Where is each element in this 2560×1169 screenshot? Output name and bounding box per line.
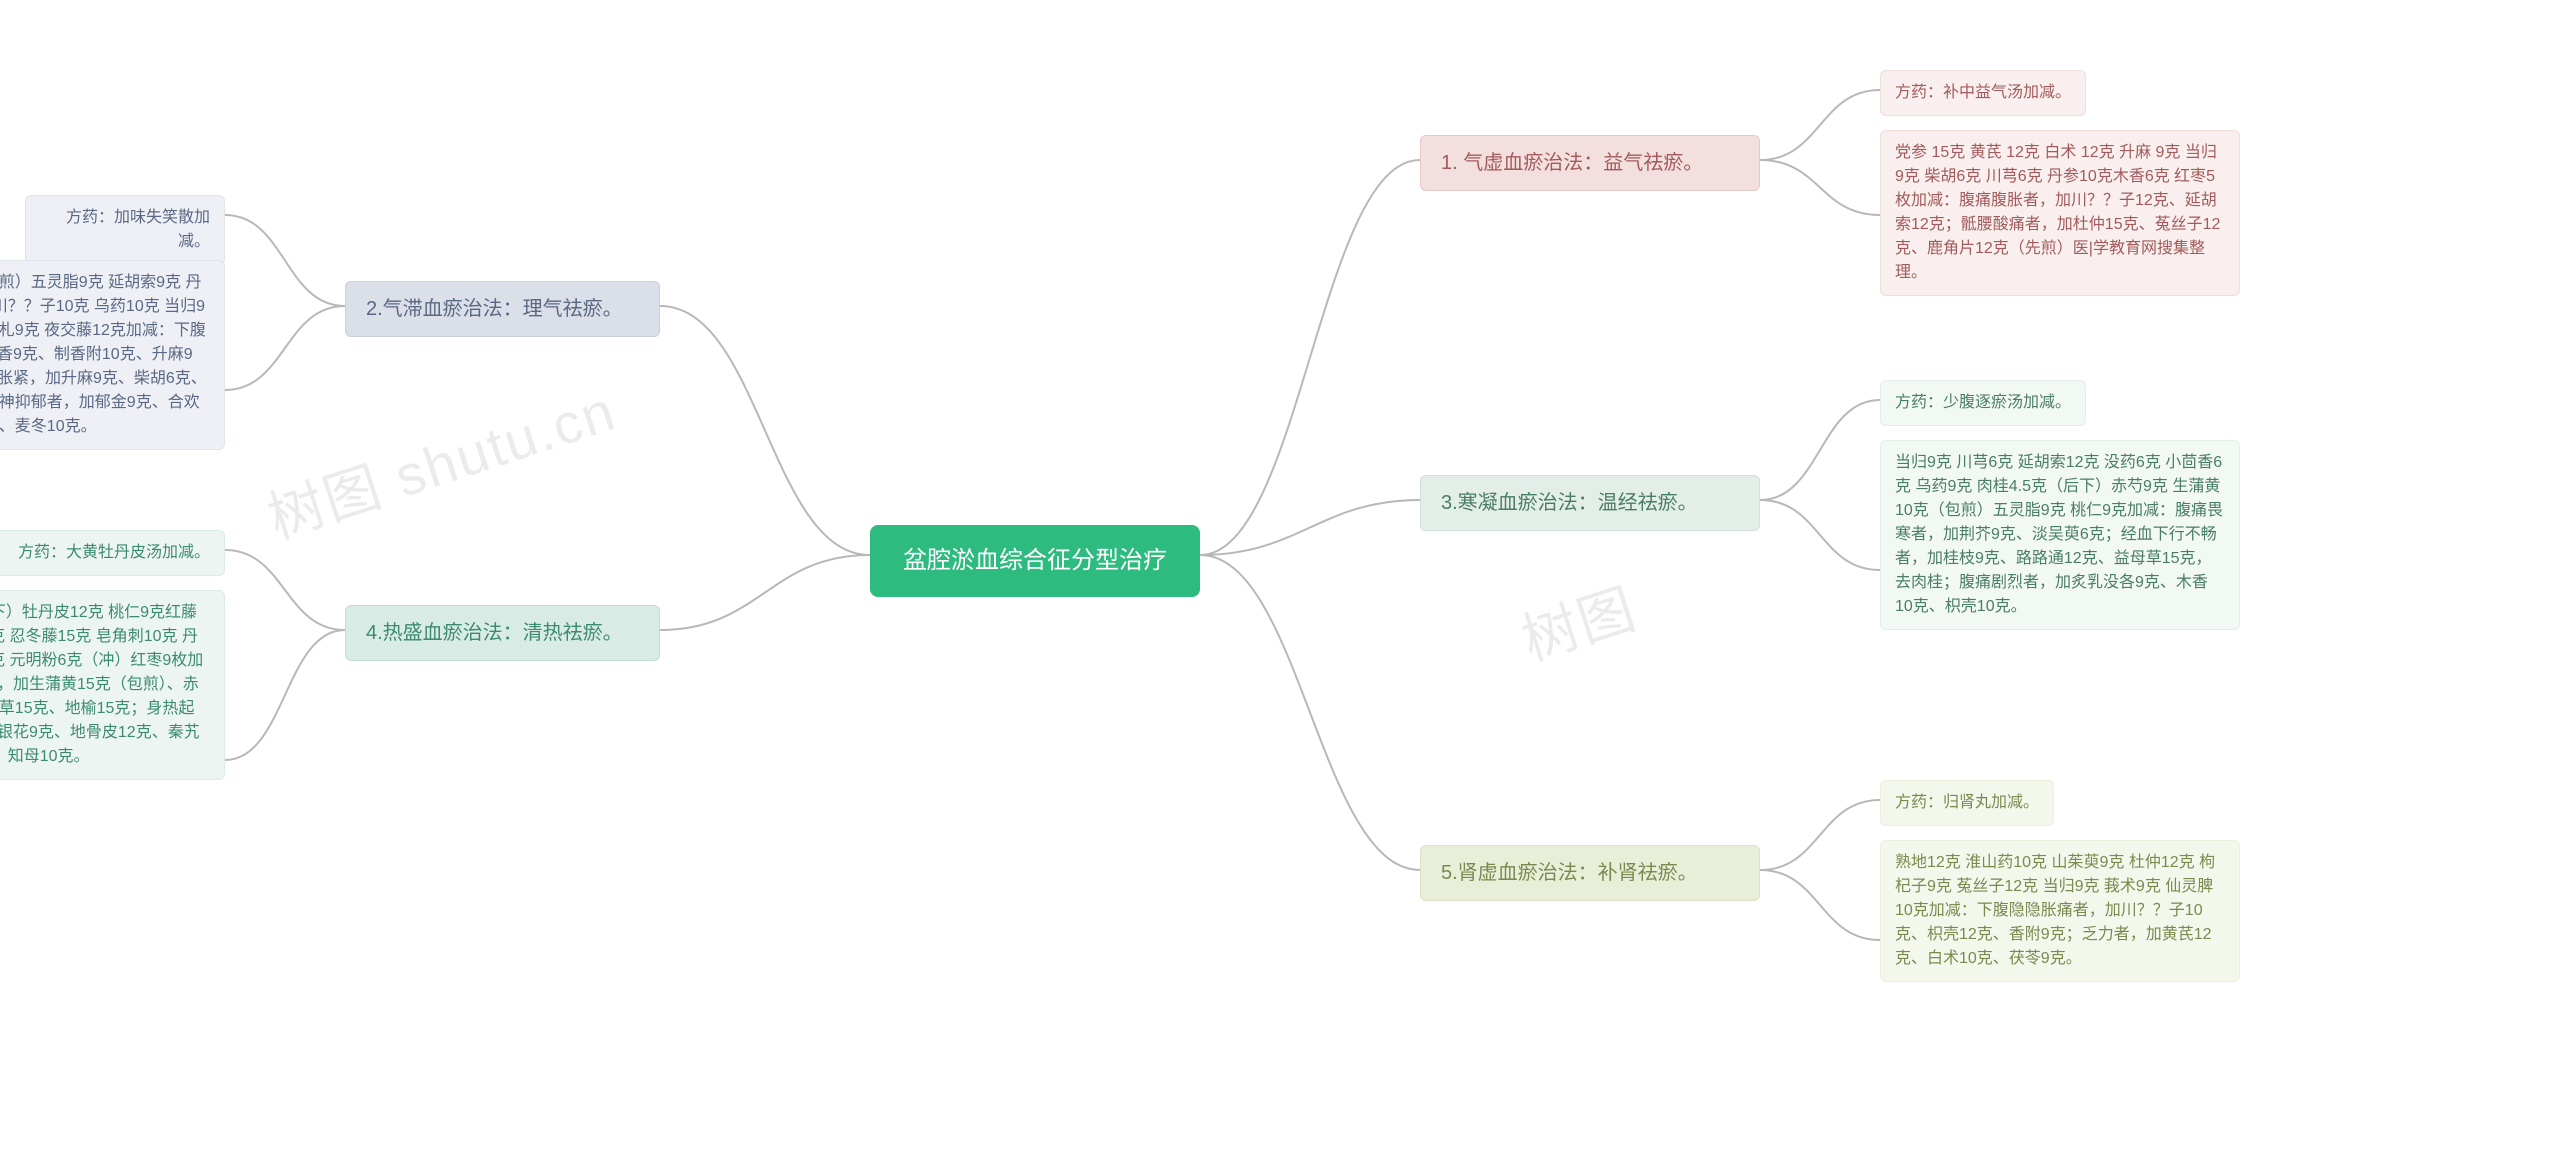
branch-4[interactable]: 4.热盛血瘀治法：清热祛瘀。 bbox=[345, 605, 660, 661]
branch-3[interactable]: 3.寒凝血瘀治法：温经祛瘀。 bbox=[1420, 475, 1760, 531]
branch-1-leaf-1[interactable]: 党参 15克 黄芪 12克 白术 12克 升麻 9克 当归9克 柴胡6克 川芎6… bbox=[1880, 130, 2240, 296]
branch-5-leaf-1[interactable]: 熟地12克 淮山药10克 山茱萸9克 杜仲12克 枸杞子9克 菟丝子12克 当归… bbox=[1880, 840, 2240, 982]
branch-5[interactable]: 5.肾虚血瘀治法：补肾祛瘀。 bbox=[1420, 845, 1760, 901]
branch-3-leaf-0[interactable]: 方药：少腹逐瘀汤加减。 bbox=[1880, 380, 2086, 426]
branch-2[interactable]: 2.气滞血瘀治法：理气祛瘀。 bbox=[345, 281, 660, 337]
branch-2-leaf-1[interactable]: 生蒲黄10克（包煎）五灵脂9克 延胡索9克 丹皮9克 桃仁9克 川？？子10克 … bbox=[0, 260, 225, 450]
branch-3-leaf-1[interactable]: 当归9克 川芎6克 延胡索12克 没药6克 小茴香6克 乌药9克 肉桂4.5克（… bbox=[1880, 440, 2240, 630]
watermark: 树图 shutu.cn bbox=[256, 366, 625, 555]
watermark: 树图 bbox=[1510, 564, 1645, 677]
mindmap-canvas: 树图 shutu.cn shutu.cn 树图 盆腔淤血综合征分型治疗 1. 气… bbox=[0, 0, 2560, 1169]
branch-4-leaf-0[interactable]: 方药：大黄牡丹皮汤加减。 bbox=[0, 530, 225, 576]
branch-1-leaf-0[interactable]: 方药：补中益气汤加减。 bbox=[1880, 70, 2086, 116]
branch-4-leaf-1[interactable]: 生大黄9克（后下）牡丹皮12克 桃仁9克红藤15克 败酱草15克 忍冬藤15克 … bbox=[0, 590, 225, 780]
branch-5-leaf-0[interactable]: 方药：归肾丸加减。 bbox=[1880, 780, 2054, 826]
branch-2-leaf-0[interactable]: 方药：加味失笑散加减。 bbox=[25, 195, 225, 265]
branch-1[interactable]: 1. 气虚血瘀治法：益气祛瘀。 bbox=[1420, 135, 1760, 191]
center-node[interactable]: 盆腔淤血综合征分型治疗 bbox=[870, 525, 1200, 597]
